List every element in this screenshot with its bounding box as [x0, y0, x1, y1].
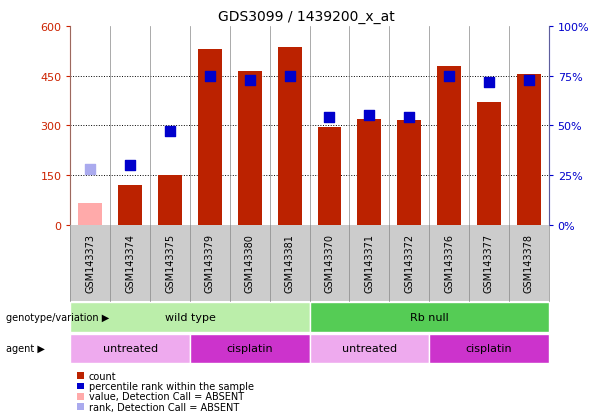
Bar — [158, 176, 182, 225]
Point — [86, 166, 96, 173]
Point — [325, 115, 335, 121]
Text: rank, Detection Call = ABSENT: rank, Detection Call = ABSENT — [89, 402, 239, 412]
Text: GSM143381: GSM143381 — [284, 234, 295, 293]
Text: percentile rank within the sample: percentile rank within the sample — [89, 381, 254, 391]
Text: GSM143377: GSM143377 — [484, 234, 494, 293]
Text: GSM143374: GSM143374 — [125, 234, 135, 293]
Text: untreated: untreated — [103, 344, 158, 354]
Text: GSM143378: GSM143378 — [524, 234, 534, 293]
Point — [364, 113, 374, 119]
Text: cisplatin: cisplatin — [226, 344, 273, 354]
Point — [245, 77, 255, 84]
Text: GSM143376: GSM143376 — [444, 234, 454, 293]
Text: Rb null: Rb null — [409, 313, 449, 323]
Point — [125, 162, 135, 169]
Point — [205, 73, 215, 80]
Text: GDS3099 / 1439200_x_at: GDS3099 / 1439200_x_at — [218, 10, 395, 24]
Text: value, Detection Call = ABSENT: value, Detection Call = ABSENT — [89, 392, 244, 401]
Bar — [118, 185, 142, 225]
Bar — [278, 48, 302, 225]
Point — [405, 115, 414, 121]
Bar — [397, 121, 421, 225]
Text: GSM143380: GSM143380 — [245, 234, 255, 293]
Bar — [238, 71, 262, 225]
Text: GSM143370: GSM143370 — [324, 234, 335, 293]
Text: untreated: untreated — [342, 344, 397, 354]
Bar — [318, 128, 341, 225]
Text: GSM143373: GSM143373 — [85, 234, 96, 293]
Text: GSM143379: GSM143379 — [205, 234, 215, 293]
Bar — [198, 50, 222, 225]
Bar — [357, 119, 381, 225]
Text: GSM143375: GSM143375 — [165, 234, 175, 293]
Text: wild type: wild type — [165, 313, 215, 323]
Text: cisplatin: cisplatin — [465, 344, 512, 354]
Text: GSM143371: GSM143371 — [364, 234, 375, 293]
Point — [524, 77, 533, 84]
Bar — [437, 66, 461, 225]
Text: GSM143372: GSM143372 — [404, 234, 414, 293]
Point — [484, 79, 494, 85]
Text: genotype/variation ▶: genotype/variation ▶ — [6, 313, 109, 323]
Bar — [477, 103, 501, 225]
Bar — [517, 75, 541, 225]
Text: count: count — [89, 371, 116, 381]
Bar — [78, 204, 102, 225]
Point — [284, 73, 294, 80]
Point — [444, 73, 454, 80]
Text: agent ▶: agent ▶ — [6, 344, 45, 354]
Point — [166, 128, 175, 135]
